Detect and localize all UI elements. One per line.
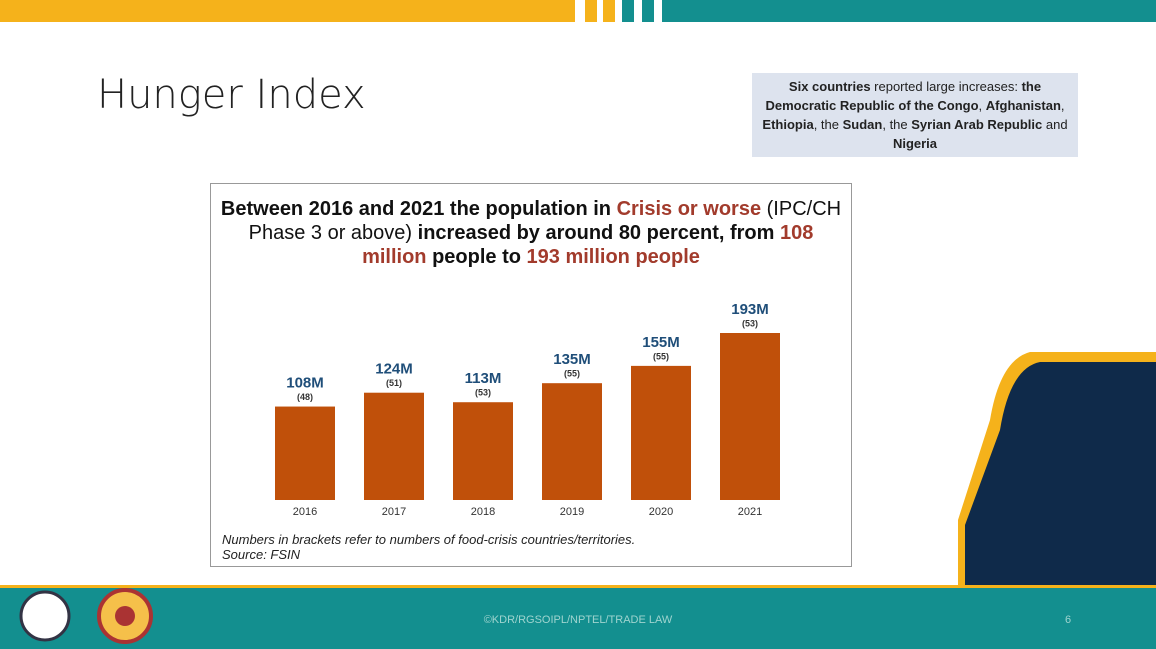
- chart-title-part: 108 million: [362, 222, 814, 268]
- note-text: Syrian Arab Republic: [911, 117, 1043, 132]
- value-label: 108M: [286, 375, 324, 392]
- bar: [364, 392, 424, 500]
- note-text: reported large increases:: [870, 79, 1022, 94]
- count-label: (53): [742, 318, 758, 328]
- value-label: 193M: [731, 301, 769, 318]
- page-number: 6: [1065, 614, 1072, 626]
- chart-title-part: Crisis or worse: [616, 198, 762, 220]
- note-text: Six countries: [788, 79, 871, 94]
- chart-title-part: (IPC/CH Phase 3 or above): [248, 198, 842, 244]
- count-label: (48): [297, 392, 313, 402]
- chart-note: Numbers in brackets refer to numbers of …: [222, 532, 636, 547]
- footer-text: ©KDR/RGSOIPL/NPTEL/TRADE LAW: [483, 614, 673, 626]
- x-tick-label: 2021: [738, 506, 762, 518]
- x-tick-label: 2019: [560, 506, 584, 518]
- chart-title-part: people to: [426, 246, 527, 268]
- bar: [720, 333, 780, 500]
- x-tick-label: 2020: [649, 506, 673, 518]
- bar: [542, 383, 602, 500]
- chart-note: Source: FSIN: [222, 547, 301, 562]
- bar: [275, 406, 335, 500]
- chart: 108M(48)2016124M(51)2017113M(53)2018135M…: [275, 301, 780, 518]
- count-label: (55): [564, 369, 580, 379]
- value-label: 155M: [642, 334, 680, 351]
- chart-title-part: increased by around 80 percent, from: [417, 222, 780, 244]
- logos: [19, 588, 153, 644]
- footer-band: [0, 585, 1156, 649]
- note-text: , the: [813, 117, 843, 132]
- slide-title: Hunger Index: [97, 72, 366, 118]
- count-label: (51): [386, 378, 402, 388]
- value-label: 113M: [465, 370, 502, 387]
- x-tick-label: 2016: [293, 506, 317, 518]
- note-text: Afghanistan: [985, 98, 1061, 113]
- value-label: 124M: [375, 361, 413, 378]
- note-text: Nigeria: [892, 136, 938, 151]
- note-text: Sudan: [842, 117, 883, 132]
- note-text: , the: [882, 117, 912, 132]
- bar: [453, 402, 513, 500]
- chart-title-part: 193 million people: [526, 246, 700, 268]
- chart-notes: Numbers in brackets refer to numbers of …: [222, 532, 635, 562]
- value-label: 135M: [553, 351, 591, 368]
- note-text: ,: [978, 98, 986, 113]
- count-label: (55): [653, 351, 669, 361]
- chart-title-part: Between 2016 and 2021 the population in: [220, 198, 617, 220]
- note-text: ,: [1060, 98, 1065, 113]
- x-tick-label: 2017: [382, 506, 406, 518]
- bar: [631, 365, 691, 500]
- note-box: Six countries reported large increases: …: [752, 73, 1078, 157]
- count-label: (53): [475, 388, 491, 398]
- note-text: Ethiopia: [762, 117, 814, 132]
- chart-title: Between 2016 and 2021 the population in …: [220, 197, 842, 269]
- note-text: and: [1042, 117, 1068, 132]
- x-tick-label: 2018: [471, 506, 495, 518]
- note-text: the Democratic Republic of the Congo: [765, 79, 1042, 113]
